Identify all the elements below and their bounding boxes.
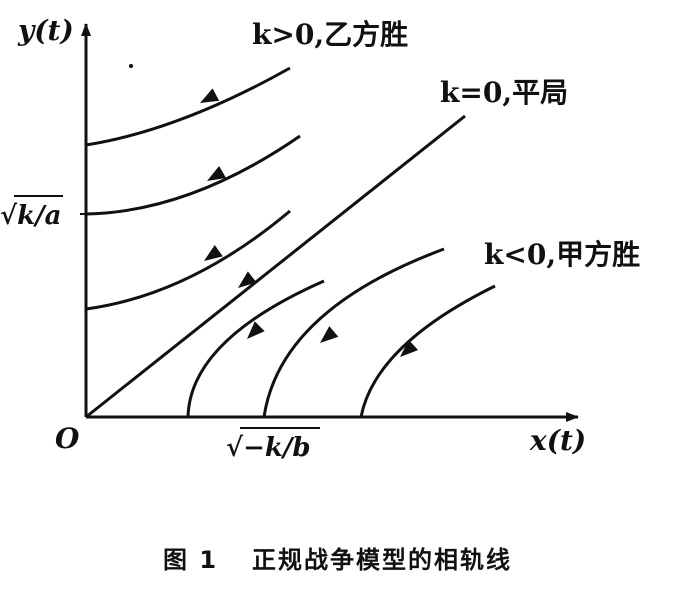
direction-arrow-6 [320,326,339,343]
direction-arrow-1 [200,88,220,103]
y-tick-label: √k/a [0,201,61,231]
x-tick-label: √−k/b [226,433,311,463]
origin-label: O [55,422,80,455]
y-axis-label: y(t) [17,14,74,47]
direction-arrow-5 [247,321,265,339]
direction-arrow-4 [238,271,257,288]
trajectory-k-negative-3 [359,284,496,418]
trajectory-k-positive-1 [85,66,291,147]
annotation-k-positive: k>0,乙方胜 [252,18,408,51]
annotation-k-zero: k=0,平局 [440,76,568,109]
annotation-k-negative: k<0,甲方胜 [484,238,640,271]
trajectory-k-negative-1 [186,279,325,418]
figure-caption-text: 正规战争模型的相轨线 [252,546,513,574]
trajectory-k-zero [85,114,466,419]
figure-number: 图 1 [162,546,219,574]
direction-arrow-3 [204,244,223,261]
phase-trajectory-diagram: y(t) x(t) O √k/a √−k/b k>0,乙方胜 k=0,平局 k<… [0,14,640,463]
trajectory-k-negative-2 [262,247,445,418]
x-axis-label: x(t) [529,424,586,457]
direction-arrow-7 [400,339,419,357]
trajectory-k-positive-3 [85,209,291,311]
direction-arrow-2 [207,165,227,181]
figure-caption: 图 1 正规战争模型的相轨线 [0,540,675,575]
trajectory-k-positive-2 [85,134,301,216]
stray-dot [129,64,133,68]
